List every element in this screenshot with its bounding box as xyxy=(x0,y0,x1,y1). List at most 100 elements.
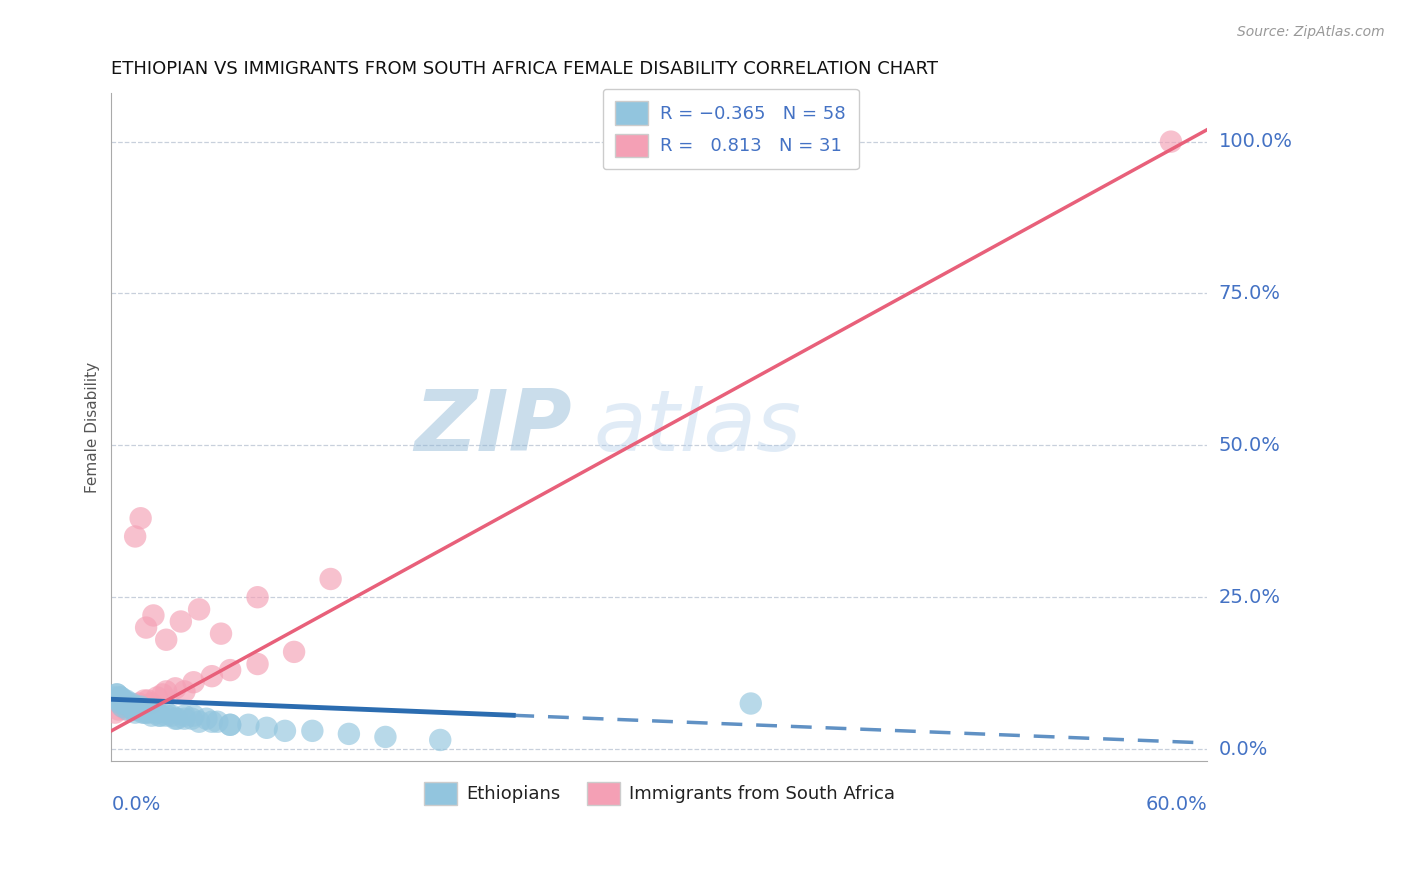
Point xyxy=(195,712,218,726)
Point xyxy=(201,669,224,683)
Point xyxy=(337,727,360,741)
Legend: Ethiopians, Immigrants from South Africa: Ethiopians, Immigrants from South Africa xyxy=(418,774,901,813)
Point xyxy=(118,699,141,714)
Point xyxy=(165,712,187,726)
Point xyxy=(155,708,177,723)
Point xyxy=(107,693,129,707)
Point xyxy=(124,706,146,720)
Point xyxy=(141,708,163,723)
Point xyxy=(209,626,232,640)
Point xyxy=(128,703,150,717)
Point xyxy=(105,687,128,701)
Text: atlas: atlas xyxy=(593,385,801,468)
Point xyxy=(201,714,224,729)
Point xyxy=(128,697,150,711)
Point xyxy=(134,706,156,720)
Point xyxy=(105,687,128,701)
Text: 0.0%: 0.0% xyxy=(1219,739,1268,758)
Point xyxy=(173,712,195,726)
Text: 0.0%: 0.0% xyxy=(111,795,160,814)
Point xyxy=(429,733,451,747)
Point xyxy=(207,714,229,729)
Point xyxy=(125,699,148,714)
Point xyxy=(131,706,153,720)
Point xyxy=(110,697,132,711)
Point xyxy=(122,703,145,717)
Point xyxy=(134,703,156,717)
Point xyxy=(121,699,143,714)
Point xyxy=(165,681,187,696)
Point xyxy=(219,718,242,732)
Point xyxy=(246,591,269,605)
Text: 60.0%: 60.0% xyxy=(1146,795,1208,814)
Point xyxy=(110,690,132,705)
Point xyxy=(122,703,145,717)
Point xyxy=(166,712,188,726)
Point xyxy=(146,690,169,705)
Point xyxy=(107,703,129,717)
Point xyxy=(173,684,195,698)
Point xyxy=(246,657,269,671)
Point xyxy=(104,706,127,720)
Y-axis label: Female Disability: Female Disability xyxy=(86,361,100,492)
Point xyxy=(319,572,342,586)
Point xyxy=(110,690,132,705)
Point xyxy=(155,632,177,647)
Point xyxy=(128,703,150,717)
Point xyxy=(136,693,159,707)
Point xyxy=(155,706,177,720)
Point xyxy=(146,706,169,720)
Point xyxy=(129,511,152,525)
Point xyxy=(142,703,165,717)
Point xyxy=(283,645,305,659)
Point xyxy=(374,730,396,744)
Point xyxy=(173,708,195,723)
Point xyxy=(188,714,211,729)
Point xyxy=(121,697,143,711)
Point xyxy=(180,712,202,726)
Point xyxy=(301,723,323,738)
Point xyxy=(142,608,165,623)
Point xyxy=(115,703,138,717)
Point xyxy=(135,706,157,720)
Point xyxy=(152,687,174,701)
Point xyxy=(136,703,159,717)
Point xyxy=(183,708,205,723)
Point xyxy=(111,699,134,714)
Point xyxy=(219,718,242,732)
Point xyxy=(149,708,172,723)
Point xyxy=(183,675,205,690)
Point xyxy=(148,708,170,723)
Point xyxy=(274,723,297,738)
Point xyxy=(115,693,138,707)
Point xyxy=(117,703,139,717)
Point xyxy=(129,699,152,714)
Point xyxy=(188,602,211,616)
Point xyxy=(740,697,762,711)
Text: Source: ZipAtlas.com: Source: ZipAtlas.com xyxy=(1237,25,1385,39)
Point xyxy=(219,663,242,677)
Text: 25.0%: 25.0% xyxy=(1219,588,1281,607)
Point xyxy=(117,697,139,711)
Point xyxy=(112,697,135,711)
Point xyxy=(141,697,163,711)
Point xyxy=(124,529,146,543)
Point xyxy=(134,693,156,707)
Point xyxy=(256,721,278,735)
Point xyxy=(118,699,141,714)
Text: ZIP: ZIP xyxy=(415,385,572,468)
Point xyxy=(238,718,260,732)
Point xyxy=(124,703,146,717)
Point xyxy=(155,684,177,698)
Point xyxy=(160,708,183,723)
Text: 50.0%: 50.0% xyxy=(1219,436,1281,455)
Text: ETHIOPIAN VS IMMIGRANTS FROM SOUTH AFRICA FEMALE DISABILITY CORRELATION CHART: ETHIOPIAN VS IMMIGRANTS FROM SOUTH AFRIC… xyxy=(111,60,938,78)
Point xyxy=(104,690,127,705)
Text: 100.0%: 100.0% xyxy=(1219,132,1292,151)
Text: 75.0%: 75.0% xyxy=(1219,284,1281,303)
Point xyxy=(1160,135,1182,149)
Point xyxy=(135,621,157,635)
Point xyxy=(170,615,193,629)
Point xyxy=(139,706,162,720)
Point xyxy=(141,703,163,717)
